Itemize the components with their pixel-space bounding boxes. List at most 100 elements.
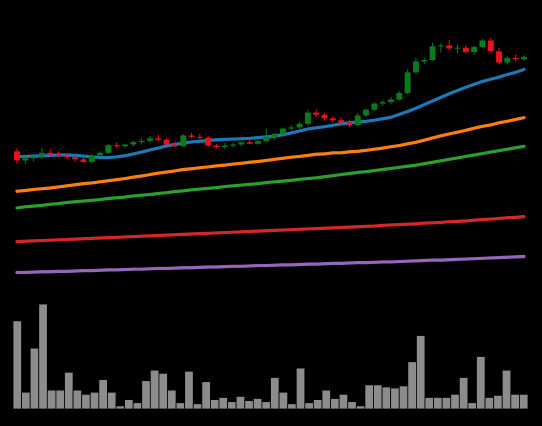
moving-average-line-3 (15, 144, 526, 210)
candle-body (205, 137, 212, 146)
candle-body (338, 120, 345, 123)
candle (487, 37, 494, 53)
candle (454, 44, 461, 54)
candle (304, 110, 311, 126)
candle-body (130, 141, 137, 145)
candle-body (487, 40, 494, 52)
candle (213, 143, 220, 149)
candle-body (55, 154, 62, 157)
candle-body (14, 151, 20, 161)
candle-body (138, 140, 145, 142)
candle-body (388, 99, 394, 103)
candle-body (263, 136, 270, 142)
candle (14, 148, 20, 164)
candle (329, 115, 336, 123)
candle (404, 69, 411, 95)
candle-body (304, 112, 311, 124)
candle-body (313, 112, 320, 115)
candle-body (479, 40, 486, 47)
candle (246, 139, 253, 145)
candle-body (163, 139, 170, 145)
candle (105, 144, 112, 155)
candle (30, 153, 37, 162)
volume-bar (398, 385, 409, 410)
volume-bar (519, 393, 529, 410)
volume-bar (450, 393, 460, 410)
volume-bar (278, 391, 289, 410)
candle (80, 156, 87, 163)
candle (171, 141, 178, 148)
candle (188, 132, 195, 139)
candle-body (97, 152, 104, 156)
candle-body (30, 156, 37, 159)
candle (388, 97, 394, 104)
candle-body (371, 103, 378, 110)
candle (437, 43, 444, 53)
volume-bar (115, 405, 125, 410)
volume-bar (64, 371, 74, 410)
volume-bar (433, 397, 443, 410)
volume-bar (167, 389, 177, 410)
candle (55, 151, 62, 158)
moving-average-line-2 (15, 116, 526, 193)
volume-bar (321, 389, 331, 410)
volume-bar (458, 377, 469, 410)
volume-bar (330, 398, 340, 410)
candle (504, 56, 511, 65)
candle-body (80, 159, 87, 162)
volume-bar (304, 402, 314, 410)
candle-body (421, 60, 428, 62)
candle-body (462, 47, 469, 53)
candle-body (72, 157, 79, 160)
candle-body (230, 144, 237, 146)
candle (63, 153, 70, 159)
candle (113, 142, 120, 149)
candle (196, 133, 203, 140)
candle (371, 102, 378, 112)
volume-bar (501, 369, 512, 410)
volume-bar (484, 397, 495, 410)
volume-bar (510, 393, 520, 410)
volume-bar (441, 397, 452, 410)
volume-bar (235, 395, 246, 410)
volume-panel (12, 303, 529, 410)
candle-body (279, 128, 286, 134)
candle-body (496, 51, 503, 63)
volume-bar (21, 391, 31, 410)
candle-body (196, 136, 203, 138)
candle (279, 127, 286, 136)
candle-body (296, 123, 303, 128)
volume-bar (227, 401, 237, 410)
candle (205, 136, 212, 148)
candle-body (246, 142, 253, 144)
candlestick-series (14, 37, 527, 165)
volume-bar (381, 386, 392, 410)
candle-body (321, 114, 328, 119)
volume-bar (467, 402, 477, 410)
candle-body (288, 127, 295, 129)
candle (230, 142, 237, 148)
candle (462, 45, 469, 54)
candle (47, 149, 54, 157)
candle (238, 141, 245, 146)
volume-bar (141, 380, 151, 410)
candle (521, 55, 527, 61)
candle-body (446, 45, 453, 49)
volume-bar (407, 361, 417, 410)
candle-body (271, 133, 278, 137)
candle-body (255, 141, 262, 144)
candle (130, 140, 137, 147)
volume-bar (55, 389, 65, 410)
candle (354, 112, 361, 127)
candle-body (379, 102, 386, 104)
volume-bar (373, 384, 383, 410)
candle (22, 156, 29, 165)
candle-body (521, 56, 527, 60)
candle (421, 57, 428, 65)
volume-bar (355, 405, 366, 410)
candle (255, 140, 262, 145)
volume-bar (295, 367, 306, 410)
volume-bar (81, 393, 91, 410)
volume-bar (184, 370, 194, 410)
